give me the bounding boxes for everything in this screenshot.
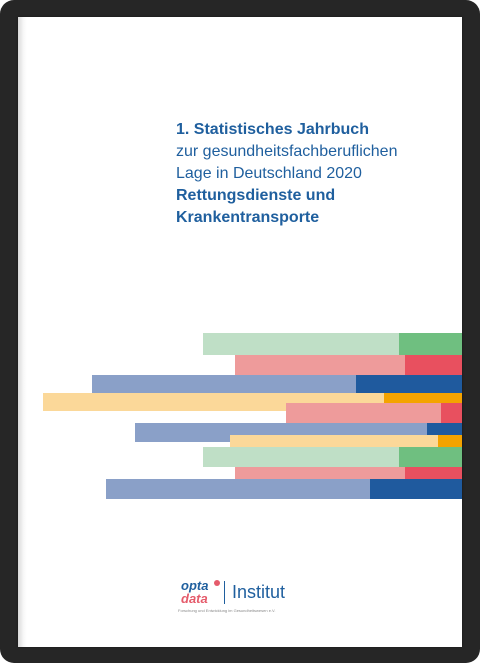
- logo-divider: [224, 581, 225, 604]
- stripe-3-dark: [356, 375, 462, 393]
- title-line-2: zur gesundheitsfachberuflichen: [176, 143, 398, 160]
- stripe-1-light: [203, 333, 399, 355]
- title-line-4: Rettungsdienste und: [176, 187, 336, 204]
- title-line-5: Krankentransporte: [176, 209, 320, 226]
- logo-subtitle: Forschung und Entwicklung im Gesundheits…: [178, 608, 276, 613]
- book-spine: [18, 17, 27, 647]
- title-line-3: Lage in Deutschland 2020: [176, 165, 362, 182]
- book-cover: 1. Statistisches Jahrbuch zur gesundheit…: [18, 17, 462, 647]
- stripe-10-dark: [370, 479, 462, 499]
- stripe-8: [203, 447, 462, 467]
- title-line-1: 1. Statistisches Jahrbuch: [176, 121, 369, 138]
- stripe-10-light: [106, 479, 370, 499]
- stripe-9-light: [235, 467, 405, 479]
- stripe-2: [235, 355, 462, 376]
- stripe-5: [286, 403, 462, 423]
- stripe-7: [230, 435, 462, 447]
- stripe-8-light: [203, 447, 399, 467]
- stripe-2-dark: [405, 355, 462, 376]
- stripe-2-light: [235, 355, 405, 376]
- stripe-9-dark: [405, 467, 462, 479]
- stripe-3-light: [92, 375, 356, 393]
- opta-data-logo: opta data Institut Forschung und Entwick…: [178, 578, 448, 620]
- stripe-8-dark: [399, 447, 462, 467]
- cover-title: 1. Statistisches Jahrbuch zur gesundheit…: [176, 119, 456, 229]
- logo-dot-icon: [214, 580, 220, 586]
- stripe-3: [92, 375, 462, 393]
- stripe-5-dark: [441, 403, 462, 423]
- stripe-5-light: [286, 403, 441, 423]
- stripe-1: [203, 333, 462, 355]
- logo-data-text: data: [181, 591, 208, 606]
- stripe-1-dark: [399, 333, 462, 355]
- stripe-9: [235, 467, 462, 479]
- logo-institut-text: Institut: [232, 582, 286, 602]
- logo-opta-text: opta: [181, 578, 209, 593]
- stripe-7-light: [230, 435, 438, 447]
- stripe-7-dark: [438, 435, 462, 447]
- stripe-10: [106, 479, 462, 499]
